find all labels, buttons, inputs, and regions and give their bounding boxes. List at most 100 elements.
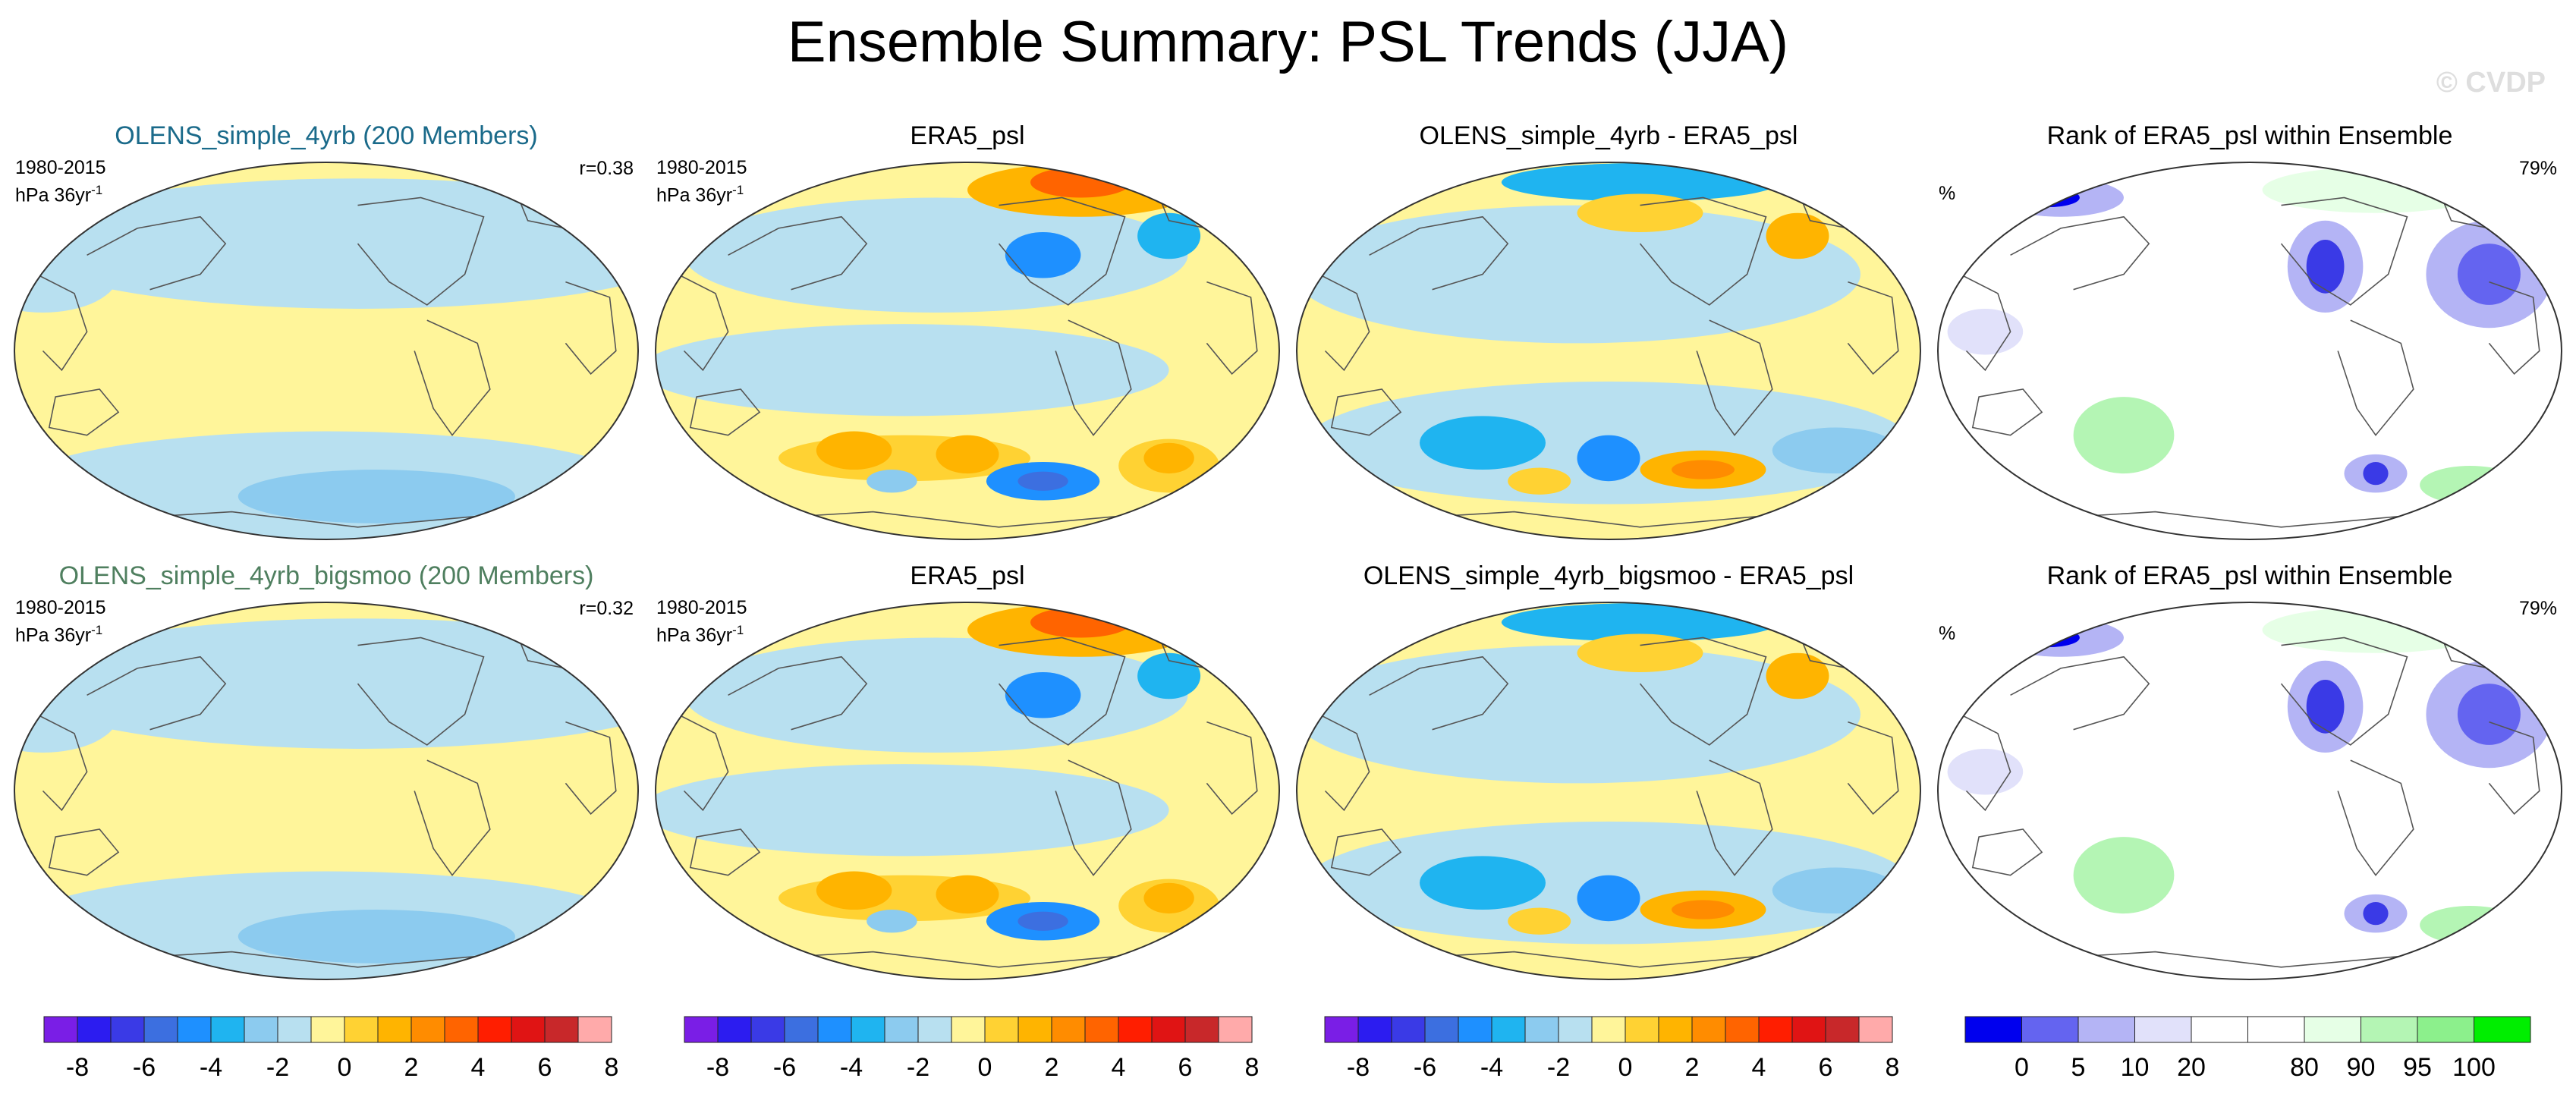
field-contour — [1143, 442, 1194, 474]
field-contour — [2262, 167, 2490, 213]
colorbar-swatch — [110, 1016, 145, 1043]
map-outline — [1296, 602, 1921, 980]
coastline-segment — [1959, 713, 2011, 812]
colorbar-tick-label: -2 — [1547, 1053, 1570, 1082]
map-field — [656, 602, 1279, 979]
field-contour — [1297, 205, 1860, 344]
coastline-segment — [48, 388, 120, 436]
panel-period-units: 1980-2015 hPa 36yr-1 — [15, 596, 106, 646]
colorbar-swatch — [43, 1016, 78, 1043]
colorbar-tick-label: 8 — [1245, 1053, 1260, 1082]
map-field — [14, 162, 638, 539]
colorbar-tick-label: -6 — [133, 1053, 156, 1082]
panel-title: Rank of ERA5_psl within Ensemble — [2046, 121, 2453, 150]
colorbar-swatch — [1391, 1016, 1426, 1043]
map-diff — [1296, 162, 1921, 540]
map-outline — [1937, 162, 2562, 540]
panel-title: ERA5_psl — [910, 121, 1025, 150]
colorbar-tick-label: 95 — [2403, 1053, 2432, 1082]
field-contour — [1577, 435, 1640, 482]
pattern-correlation: r=0.32 — [579, 598, 634, 619]
panel-units-text: hPa 36yr — [656, 624, 733, 646]
colorbar-tick-label: 0 — [1618, 1053, 1633, 1082]
coastline-segment — [1847, 281, 1899, 375]
coastline-segment — [1330, 388, 1402, 436]
coastline-segment — [1959, 273, 2011, 372]
panel-title: OLENS_simple_4yrb_bigsmoo - ERA5_psl — [1363, 561, 1854, 590]
colorbar-tick-label: -4 — [1480, 1053, 1503, 1082]
coastline-segment — [1847, 721, 1899, 815]
field-contour — [1766, 212, 1829, 259]
panel-period: 1980-2015 — [15, 157, 106, 178]
colorbar-tick-label: -2 — [266, 1053, 289, 1082]
coastline-segment — [1055, 319, 1132, 436]
colorbar-tick-label: -2 — [907, 1053, 929, 1082]
panel-title: Rank of ERA5_psl within Ensemble — [2046, 561, 2453, 590]
colorbar-tick-label: -6 — [1414, 1053, 1436, 1082]
map-field — [1938, 602, 2562, 979]
colorbar-swatch — [577, 1016, 612, 1043]
colorbar-tick-label: 0 — [978, 1053, 992, 1082]
field-contour — [1005, 231, 1081, 278]
colorbar-swatch — [377, 1016, 412, 1043]
panel-period: 1980-2015 — [656, 597, 747, 618]
coastline-segment — [2488, 281, 2540, 375]
colorbar-swatch — [1524, 1016, 1559, 1043]
coastline-segment — [2010, 215, 2150, 291]
colorbar-swatch — [1218, 1016, 1253, 1043]
panel-period: % — [1939, 623, 1956, 644]
coastline-segment — [1206, 281, 1258, 375]
colorbar-swatch — [2417, 1016, 2474, 1043]
field-contour — [2363, 461, 2389, 486]
coastline-segment — [36, 713, 88, 812]
panel-period: 1980-2015 — [656, 157, 747, 178]
colorbar-rank: 0 5 10 20 80 90 95 100 — [1964, 1016, 2531, 1082]
panel-period-units: 1980-2015 hPa 36yr-1 — [656, 156, 747, 206]
colorbar-swatch — [244, 1016, 278, 1043]
field-contour — [1420, 856, 1546, 910]
panel-title: ERA5_psl — [910, 561, 1025, 590]
coastline-segment — [677, 713, 729, 812]
colorbar-swatch — [1151, 1016, 1186, 1043]
field-contour — [2016, 187, 2080, 208]
field-contour — [1508, 467, 1571, 495]
coastline-segment — [2010, 655, 2150, 731]
colorbar-swatch — [1051, 1016, 1086, 1043]
colorbar-swatch — [2361, 1016, 2418, 1043]
field-contour — [2306, 240, 2345, 294]
coastline-segment — [36, 273, 88, 372]
map-outline — [14, 162, 639, 540]
map-obs — [655, 162, 1280, 540]
colorbar-swatch — [1491, 1016, 1526, 1043]
coastline-segment — [1696, 759, 1773, 876]
coastline-segment — [1055, 759, 1132, 876]
colorbar-tick-label: 4 — [471, 1053, 486, 1082]
panel-period-units: 1980-2015 hPa 36yr-1 — [656, 596, 747, 646]
panel-title: OLENS_simple_4yrb (200 Members) — [115, 121, 538, 150]
colorbar-tick-label: 0 — [338, 1053, 352, 1082]
colorbar-swatch — [1758, 1016, 1793, 1043]
colorbar-swatch — [1018, 1016, 1052, 1043]
field-contour — [14, 618, 638, 749]
coastline-segment — [414, 319, 491, 436]
panel-units-exponent: -1 — [91, 183, 103, 197]
colorbar-swatch — [2134, 1016, 2192, 1043]
map-outline — [655, 602, 1280, 980]
colorbar-swatch — [1964, 1016, 2022, 1043]
colorbar-tick-label: 2 — [1685, 1053, 1700, 1082]
colorbar-swatch — [511, 1016, 546, 1043]
colorbar-swatch — [684, 1016, 719, 1043]
colorbar-swatch — [2077, 1016, 2135, 1043]
field-contour — [1297, 645, 1860, 784]
panel-units: hPa 36yr-1 — [656, 619, 747, 646]
colorbar-swatch — [1591, 1016, 1626, 1043]
coastline-segment — [998, 196, 1126, 306]
colorbar-tick-label: 8 — [1886, 1053, 1900, 1082]
colorbar-tick-label: 90 — [2347, 1053, 2376, 1082]
colorbar-tick-label: 4 — [1112, 1053, 1126, 1082]
map-outline — [1296, 162, 1921, 540]
colorbar-tick-label: -8 — [66, 1053, 89, 1082]
panel-period: 1980-2015 — [15, 597, 106, 618]
panel-units-text: hPa 36yr — [15, 184, 92, 206]
map-diff — [1296, 602, 1921, 980]
